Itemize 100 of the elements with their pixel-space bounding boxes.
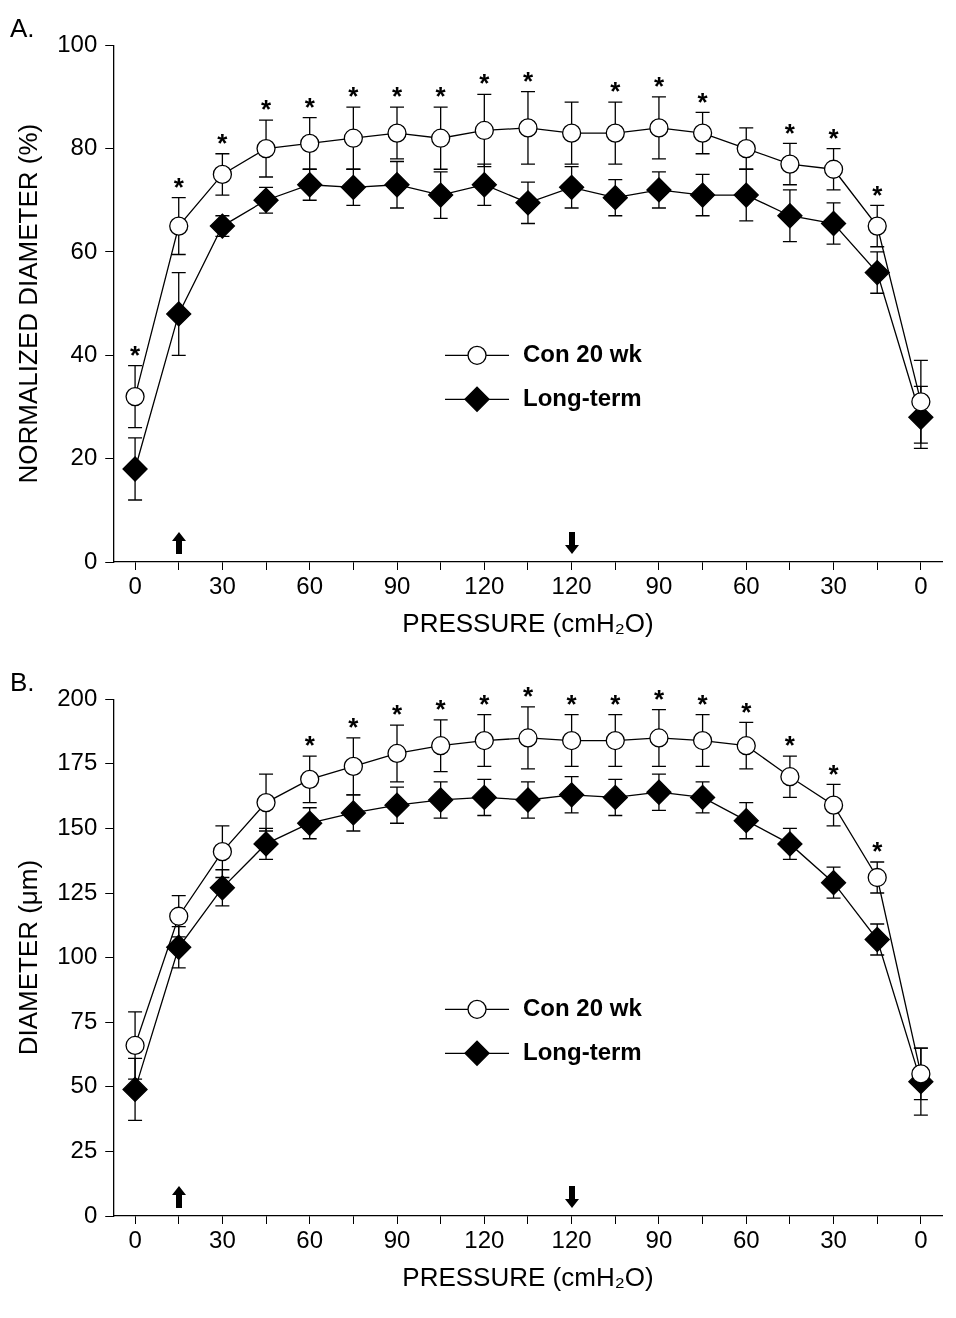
point	[209, 213, 236, 239]
x-tick-label: 30	[820, 572, 847, 600]
x-tick-label: 60	[296, 572, 324, 600]
point	[212, 842, 233, 862]
point	[166, 934, 192, 960]
x-tick-label: 90	[383, 1226, 411, 1254]
y-axis-title: NORMALIZED DIAMETER (%)	[12, 123, 43, 484]
point	[122, 456, 148, 482]
point	[649, 728, 669, 748]
data-label: *	[348, 712, 360, 743]
data-label: *	[217, 127, 229, 158]
x-tick-label: 90	[645, 1226, 673, 1254]
point	[122, 1076, 148, 1103]
point	[297, 172, 323, 198]
x-tick-label: 120	[551, 572, 592, 600]
x-tick-label: 60	[732, 1226, 760, 1254]
x-axis-title: PRESSURE (cmH₂O)	[402, 607, 654, 638]
point	[515, 787, 541, 813]
data-label: *	[784, 117, 796, 148]
point	[692, 123, 713, 143]
x-tick-label: 120	[464, 572, 505, 600]
data-label: *	[130, 339, 142, 370]
x-tick-label: 120	[464, 1226, 505, 1254]
data-label: *	[304, 730, 316, 761]
point	[823, 795, 844, 815]
x-axis-title: PRESSURE (cmH₂O)	[402, 1261, 654, 1292]
point	[474, 730, 494, 751]
point	[169, 906, 189, 926]
data-label: *	[260, 94, 272, 125]
point	[384, 792, 410, 818]
point	[431, 128, 451, 148]
data-label: *	[610, 688, 622, 719]
data-label: *	[610, 76, 622, 107]
legend-label: Con 20 wk	[523, 993, 643, 1021]
data-label: *	[784, 730, 796, 761]
y-tick-label: 125	[57, 877, 98, 905]
y-tick-label: 0	[83, 1200, 98, 1228]
point	[515, 190, 541, 216]
x-tick-label: 30	[209, 1226, 236, 1254]
point	[649, 118, 669, 138]
point	[518, 118, 538, 138]
point	[343, 756, 363, 777]
point	[646, 779, 672, 805]
data-label: *	[697, 86, 709, 117]
point	[166, 301, 192, 327]
point	[471, 784, 497, 811]
chart-title: B.	[10, 666, 35, 697]
point	[387, 743, 407, 764]
data-label: *	[304, 91, 316, 122]
point	[605, 730, 625, 751]
y-tick-label: 60	[70, 236, 98, 264]
point	[605, 123, 625, 143]
x-tick-label: 60	[732, 572, 760, 600]
point	[431, 736, 451, 756]
point	[340, 174, 366, 200]
y-tick-label: 20	[70, 443, 98, 471]
y-tick-label: 0	[83, 546, 98, 574]
data-label: *	[653, 683, 665, 714]
x-tick-label: 0	[128, 572, 142, 600]
point	[558, 782, 585, 808]
x-tick-label: 120	[551, 1226, 592, 1254]
data-label: *	[479, 68, 491, 99]
point	[867, 216, 887, 236]
data-label: *	[348, 81, 360, 112]
point	[256, 792, 276, 813]
x-tick-label: 0	[914, 572, 928, 600]
point	[125, 386, 145, 407]
point	[471, 172, 497, 198]
point	[297, 810, 323, 836]
point	[777, 203, 803, 229]
chart-title: A.	[10, 12, 35, 43]
data-label: *	[828, 758, 840, 789]
point	[561, 730, 582, 751]
point	[736, 736, 756, 756]
point	[736, 138, 756, 159]
point	[300, 133, 320, 154]
point	[256, 138, 276, 159]
point	[646, 177, 672, 203]
point	[689, 182, 716, 208]
point	[428, 787, 454, 813]
data-label: *	[391, 81, 403, 112]
point	[780, 154, 800, 174]
legend-label: Long-term	[523, 383, 642, 411]
point	[692, 730, 713, 751]
x-tick-label: 30	[820, 1226, 847, 1254]
point	[823, 159, 844, 179]
x-tick-label: 0	[128, 1226, 142, 1254]
point	[864, 926, 890, 953]
data-label: *	[522, 681, 534, 712]
point	[387, 123, 407, 143]
data-label: *	[872, 179, 884, 210]
point	[209, 875, 236, 901]
point	[733, 182, 759, 208]
point	[169, 216, 189, 236]
y-tick-label: 25	[70, 1136, 98, 1164]
y-tick-label: 200	[57, 683, 98, 711]
point	[253, 831, 279, 857]
y-tick-label: 100	[57, 942, 98, 970]
point	[864, 259, 890, 286]
data-label: *	[653, 71, 665, 102]
